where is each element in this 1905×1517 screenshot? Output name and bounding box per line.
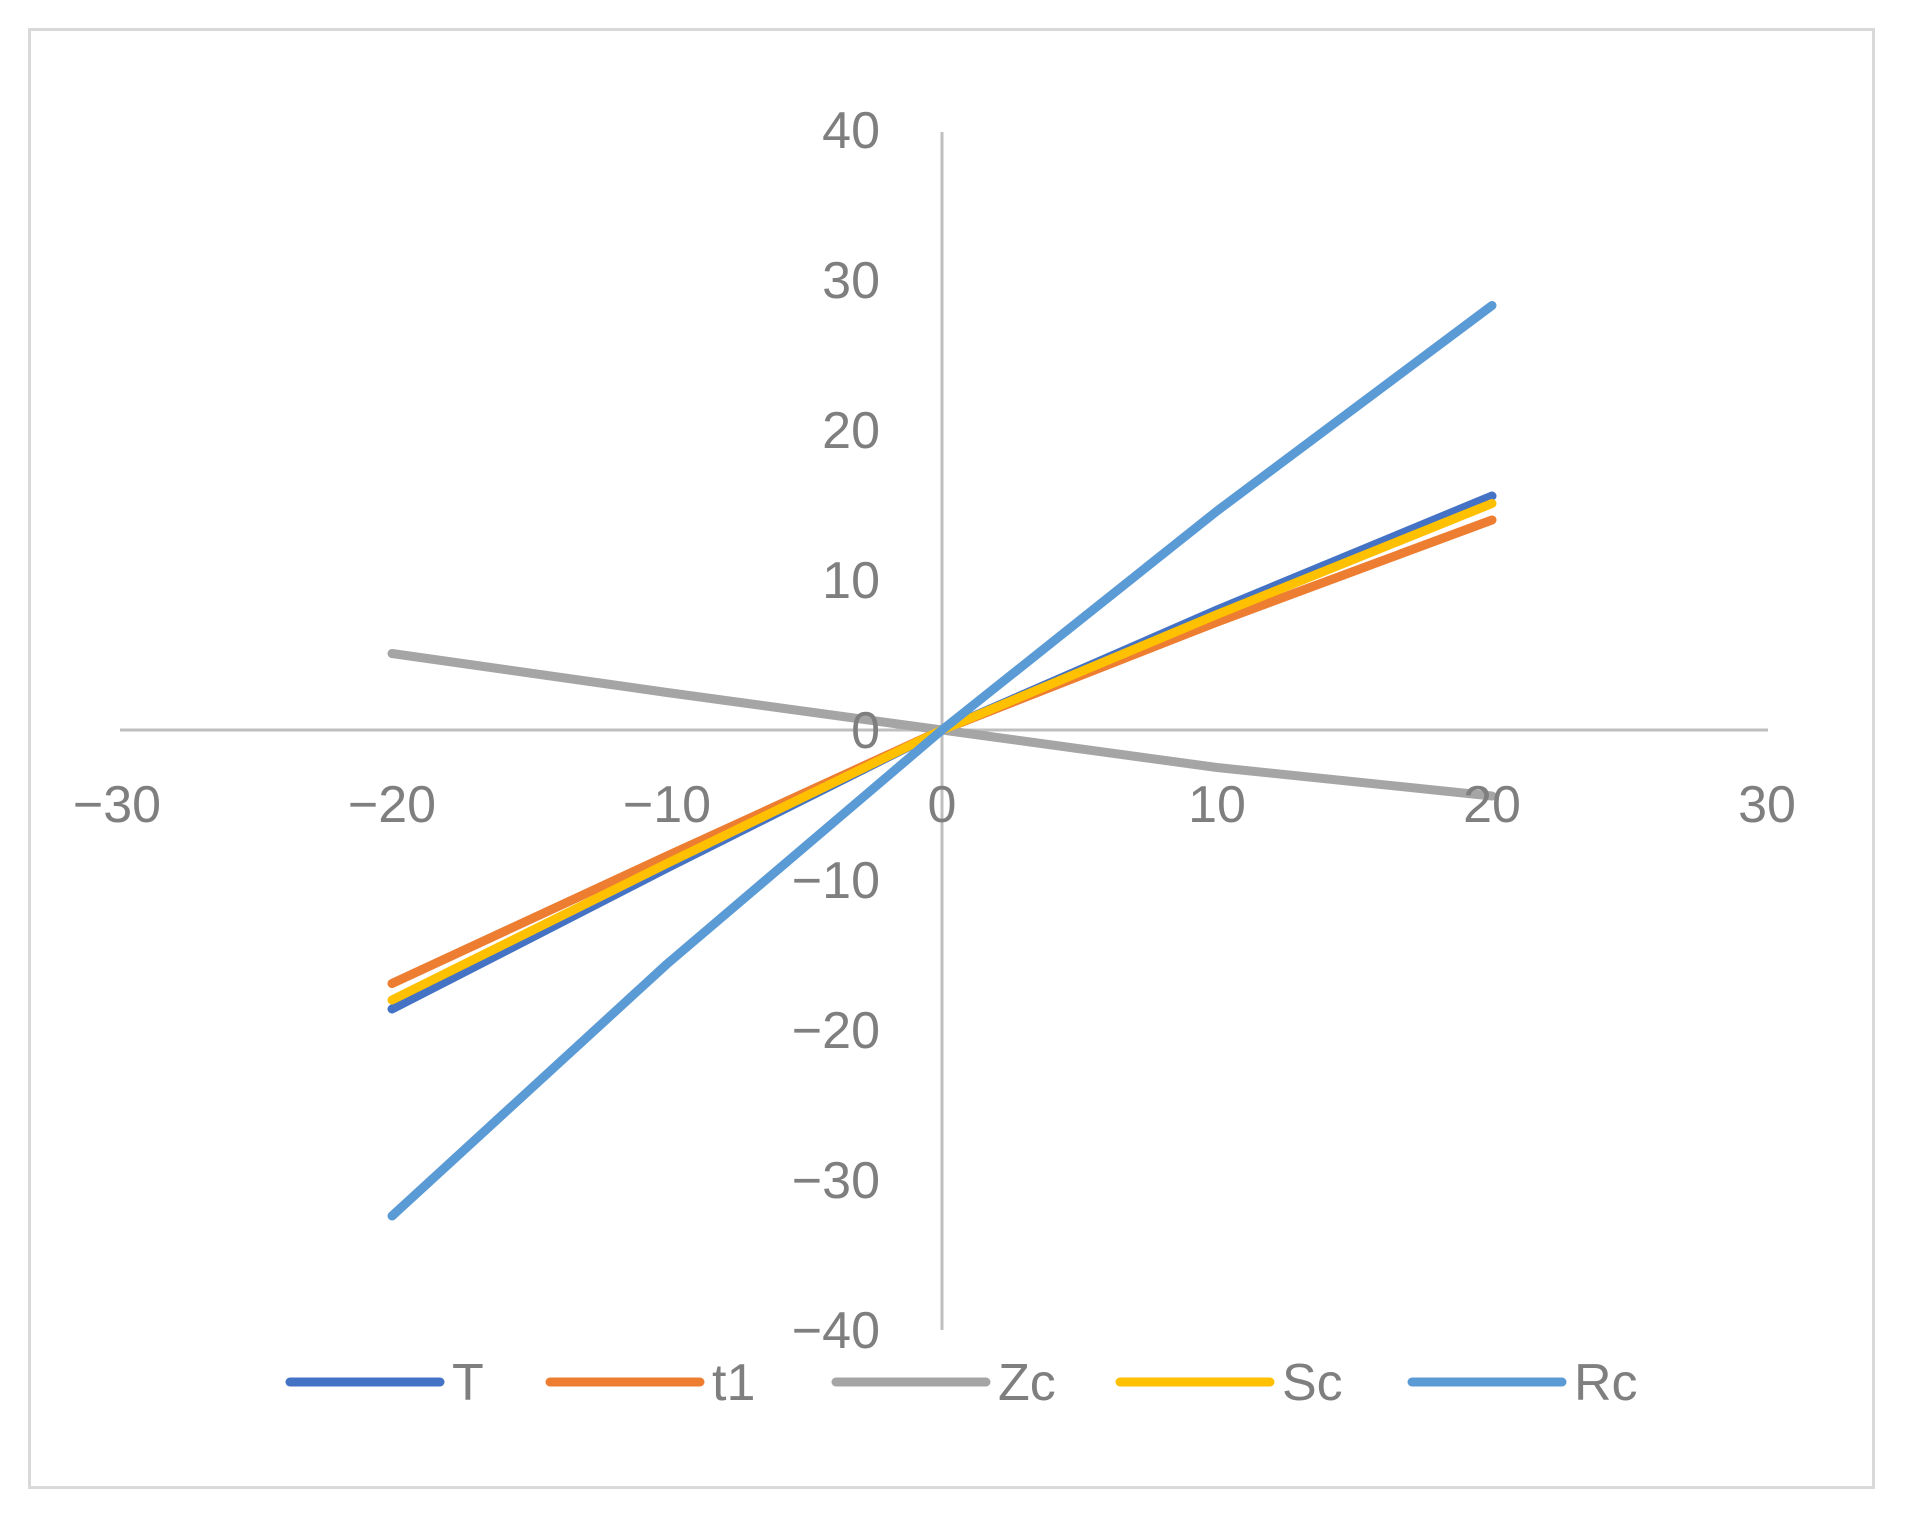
y-tick-label: 40	[822, 102, 880, 160]
legend-item-t: T	[285, 1354, 484, 1412]
legend-label: Sc	[1282, 1354, 1343, 1412]
y-tick-label: 30	[822, 252, 880, 310]
x-tick-label: −30	[73, 776, 161, 834]
y-tick-label: 0	[851, 702, 880, 760]
series-lines	[387, 301, 1497, 1221]
y-tick-label: −40	[792, 1302, 880, 1360]
chart-frame	[28, 28, 1875, 1489]
x-tick-label: 20	[1463, 776, 1521, 834]
y-tick-labels: 40 30 20 10 0 −10 −20 −30 −40	[792, 102, 880, 1360]
x-tick-label: 10	[1188, 776, 1246, 834]
x-tick-label: 30	[1738, 776, 1796, 834]
x-tick-labels: −30 −20 −10 0 10 20 30	[73, 776, 1796, 834]
legend-label: Rc	[1574, 1354, 1638, 1412]
legend-label: Zc	[998, 1354, 1056, 1412]
series-line-rc	[387, 301, 1497, 1221]
legend-item-rc: Rc	[1407, 1354, 1638, 1412]
y-tick-label: −10	[792, 852, 880, 910]
x-tick-label: −20	[348, 776, 436, 834]
y-tick-label: 10	[822, 552, 880, 610]
y-tick-label: 20	[822, 402, 880, 460]
legend-item-sc: Sc	[1115, 1354, 1343, 1412]
y-tick-label: −30	[792, 1152, 880, 1210]
x-tick-label: −10	[623, 776, 711, 834]
legend-item-t1: t1	[545, 1354, 755, 1412]
y-tick-label: −20	[792, 1002, 880, 1060]
legend-label: T	[452, 1354, 484, 1412]
legend-label: t1	[712, 1354, 755, 1412]
legend-item-zc: Zc	[831, 1354, 1056, 1412]
x-tick-label: 0	[928, 776, 957, 834]
